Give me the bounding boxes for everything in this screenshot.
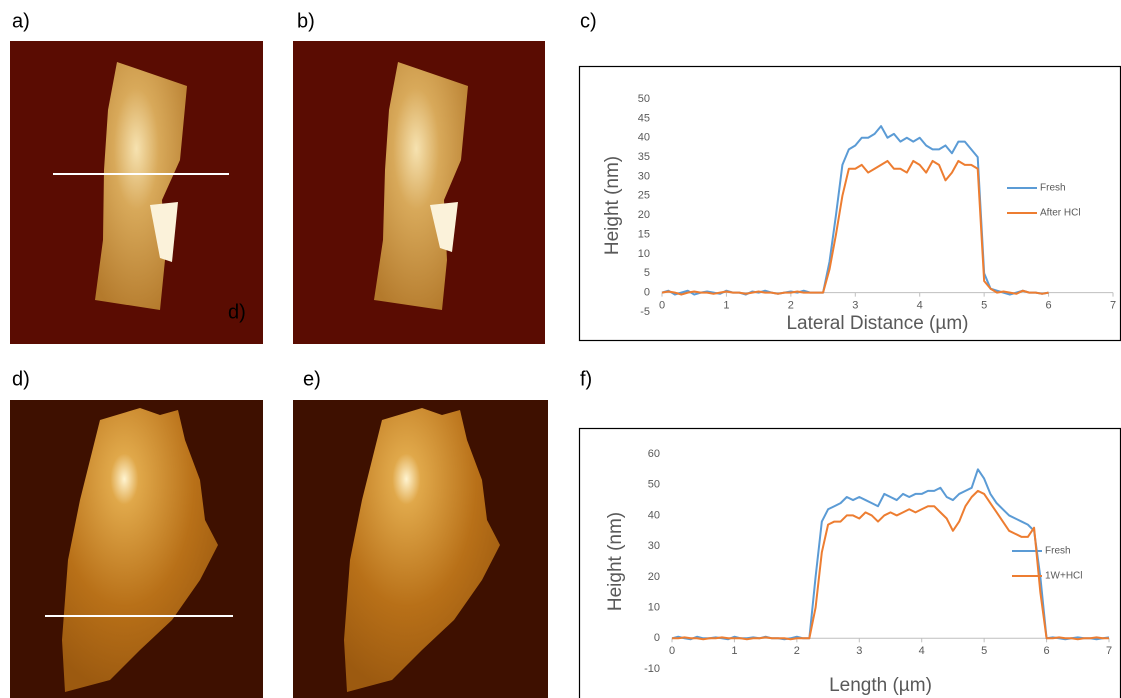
x-tick-label: 3 (852, 300, 858, 312)
x-tick-label: 0 (659, 300, 665, 312)
x-tick-label: 5 (981, 300, 987, 312)
legend-label: 1W+HCl (1045, 571, 1083, 582)
y-tick-label: 20 (638, 209, 650, 221)
x-tick-label: 5 (981, 645, 987, 657)
series-line (672, 489, 1109, 641)
y-tick-label: 0 (644, 287, 650, 299)
panel-label: d) (12, 368, 30, 390)
afm-image-b (293, 41, 545, 344)
y-tick-label: 25 (638, 190, 650, 202)
legend-label: Fresh (1040, 183, 1066, 194)
y-tick-label: 35 (638, 151, 650, 163)
x-tick-label: 1 (731, 645, 737, 657)
y-tick-label: 15 (638, 228, 650, 240)
panel-label: f) (580, 368, 592, 390)
panel-label: e) (303, 368, 321, 390)
y-tick-label: 60 (648, 448, 660, 460)
y-tick-label: 5 (644, 267, 650, 279)
y-tick-label: 50 (648, 479, 660, 491)
x-tick-label: 2 (794, 645, 800, 657)
x-tick-label: 0 (669, 645, 675, 657)
y-tick-label: 30 (648, 540, 660, 552)
x-tick-label: 4 (919, 645, 925, 657)
x-tick-label: 4 (917, 300, 923, 312)
panel-label: c) (580, 10, 597, 32)
y-tick-label: 40 (638, 132, 650, 144)
afm-image-a (10, 41, 263, 344)
y-tick-label: 40 (648, 509, 660, 521)
x-axis-title: Lateral Distance (µm) (786, 313, 968, 334)
x-tick-label: 1 (723, 300, 729, 312)
x-tick-label: 6 (1044, 645, 1050, 657)
legend-label: After HCl (1040, 208, 1081, 219)
x-tick-label: 7 (1106, 645, 1112, 657)
y-tick-label: 10 (648, 601, 660, 613)
y-tick-label: 0 (654, 632, 660, 644)
y-tick-label: 10 (638, 248, 650, 260)
y-tick-label: 50 (638, 93, 650, 105)
y-tick-label: 45 (638, 112, 650, 124)
series-line (661, 159, 1049, 296)
x-axis-title: Length (µm) (829, 675, 932, 696)
panel-label: b) (297, 10, 315, 32)
afm-image-d (10, 400, 263, 698)
x-tick-label: 7 (1110, 300, 1116, 312)
chart-frame (578, 427, 1121, 698)
legend-label: Fresh (1045, 546, 1071, 557)
y-tick-label: 30 (638, 170, 650, 182)
panel-label: a) (12, 10, 30, 32)
y-axis-title: Height (nm) (602, 156, 623, 255)
y-tick-label: 20 (648, 571, 660, 583)
afm-image-e (293, 400, 548, 698)
y-tick-label: -10 (644, 663, 660, 675)
x-tick-label: 6 (1046, 300, 1052, 312)
x-tick-label: 2 (788, 300, 794, 312)
y-axis-title: Height (nm) (605, 512, 626, 611)
inset-label: d) (228, 301, 246, 323)
x-tick-label: 3 (856, 645, 862, 657)
y-tick-label: -5 (640, 306, 650, 318)
chart-frame (578, 65, 1121, 342)
